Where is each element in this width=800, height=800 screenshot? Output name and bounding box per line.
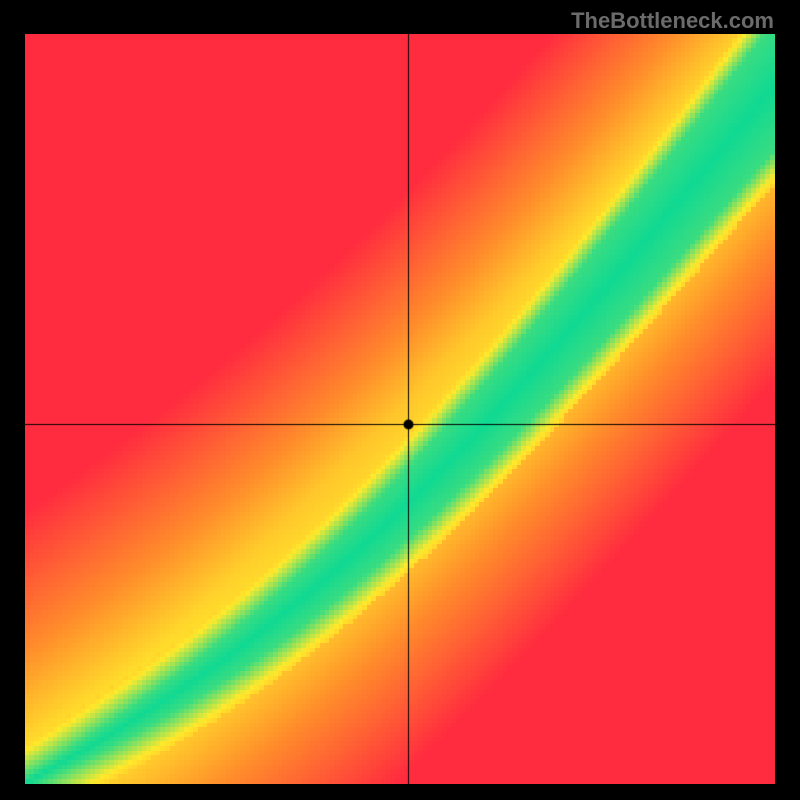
chart-container: { "watermark": { "text": "TheBottleneck.… [0, 0, 800, 800]
watermark-text: TheBottleneck.com [571, 8, 774, 34]
bottleneck-heatmap [25, 34, 775, 784]
